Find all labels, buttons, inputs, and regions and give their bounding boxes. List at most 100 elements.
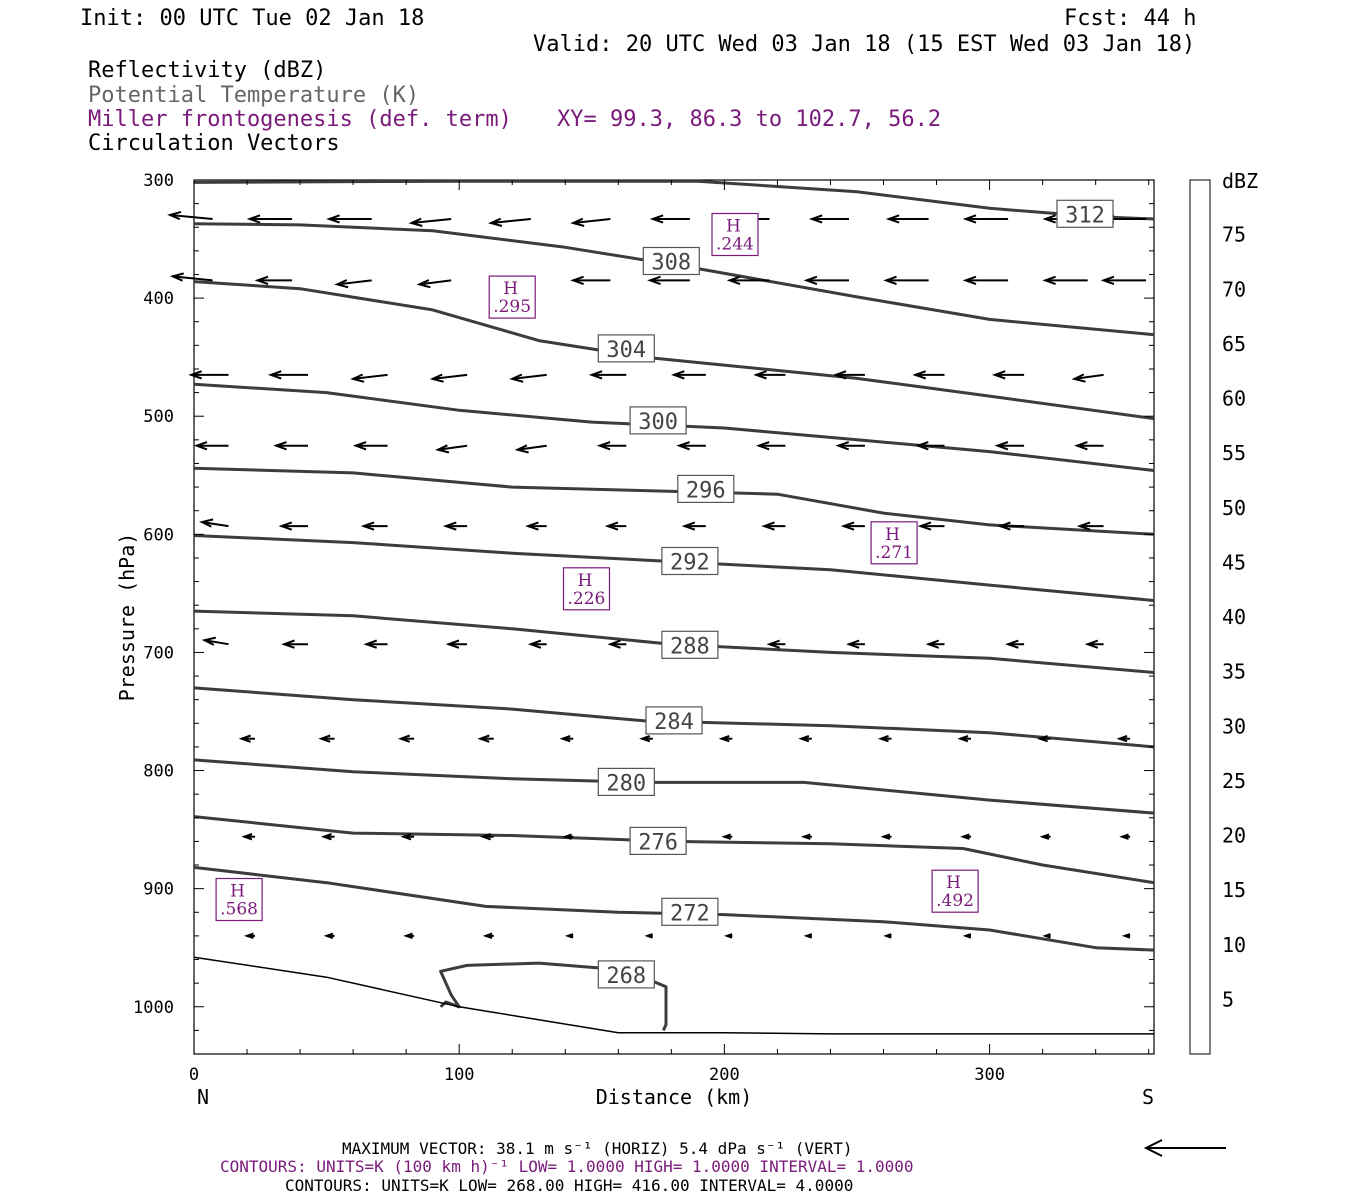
vector-head [429, 373, 444, 383]
vector-head [403, 932, 413, 940]
vector-head [238, 734, 251, 743]
vector-head [639, 735, 651, 743]
label-box [629, 406, 687, 435]
vector-head [334, 279, 349, 289]
vector-head [883, 933, 892, 939]
high-box [711, 212, 759, 257]
vector-head [254, 275, 269, 286]
circulation-vector [588, 370, 627, 380]
contours-note-frontogenesis: CONTOURS: UNITS=K (100 km h)⁻¹ LOW= 1.00… [220, 1157, 914, 1176]
vector-head [281, 639, 295, 649]
circulation-vector [445, 639, 468, 649]
circulation-vector [840, 521, 865, 531]
label-box [677, 474, 735, 503]
vector-head [761, 521, 775, 531]
vector-head [846, 639, 860, 649]
circulation-vector [477, 734, 494, 743]
circulation-vector [962, 933, 972, 939]
circulation-vector [912, 370, 945, 380]
vector-head [880, 833, 891, 840]
theta-contour-312 [193, 179, 1155, 221]
circulation-vector [1119, 833, 1131, 840]
circulation-vector [885, 214, 929, 224]
colorbar-label: 10 [1222, 933, 1246, 957]
vector-head [318, 734, 331, 743]
circulation-vector [564, 933, 574, 939]
init-time: Init: 00 UTC Tue 02 Jan 18 [80, 6, 424, 31]
vector-shaft [490, 218, 531, 224]
label-text: 300 [638, 410, 678, 435]
circulation-vector [649, 214, 690, 224]
circulation-vector [442, 521, 468, 531]
high-letter: H [230, 882, 245, 902]
colorbar-label: 35 [1222, 660, 1246, 684]
vector-head [1084, 639, 1099, 649]
circulation-vector [721, 833, 733, 840]
x-axis-left-end: N [197, 1085, 209, 1109]
circulation-vector [1100, 275, 1146, 286]
vector-shaft [411, 218, 452, 224]
vector-head [994, 441, 1009, 451]
colorbar: 75 70 65 60 55 50 45 40 35 30 25 20 15 10 5 [1189, 179, 1246, 1055]
circulation-vector [488, 217, 531, 227]
vector-head [1071, 373, 1086, 383]
colorbar-title: dBZ [1222, 169, 1258, 193]
vector-shaft [170, 214, 213, 220]
contours-note-theta: CONTOURS: UNITS=K LOW= 268.00 HIGH= 416.… [285, 1176, 853, 1195]
circulation-vector [562, 833, 574, 840]
vector-head [808, 214, 823, 224]
high-box [562, 567, 611, 611]
theta-label-308: 308 [642, 246, 700, 276]
circulation-vector [1036, 735, 1051, 743]
circulation-vector [798, 735, 812, 743]
vector-shaft [352, 373, 388, 380]
label-box [629, 826, 687, 856]
label-text: 292 [670, 551, 710, 576]
vector-head [803, 275, 818, 286]
label-text: 312 [1065, 203, 1105, 228]
vector-head [962, 214, 977, 224]
high-box [215, 877, 263, 922]
label-text: 272 [670, 901, 710, 926]
vector-head [167, 210, 182, 221]
circulation-vector [246, 214, 293, 224]
circulation-vector [509, 373, 547, 383]
circulation-vector [1076, 521, 1104, 531]
label-box [661, 546, 719, 576]
circulation-vector [835, 441, 865, 451]
vector-head [241, 833, 253, 841]
circulation-vector [1039, 833, 1051, 840]
colorbar-label: 45 [1222, 550, 1246, 574]
frontogenesis-high: H.568 [215, 877, 263, 922]
label-text: 276 [638, 830, 678, 855]
vector-shaft [573, 218, 611, 224]
colorbar-label: 75 [1222, 223, 1246, 247]
y-tick-label: 800 [143, 762, 174, 782]
vector-head [925, 639, 940, 649]
field-circulation-vectors: Circulation Vectors [88, 131, 340, 156]
circulation-vector [997, 521, 1025, 531]
vector-shaft [437, 444, 468, 451]
high-box [870, 521, 918, 565]
vector-head [607, 639, 621, 649]
vector-head [570, 275, 584, 286]
y-tick-label: 900 [143, 880, 174, 900]
vector-head [1119, 833, 1129, 840]
field-potential-temperature: Potential Temperature (K) [88, 83, 419, 108]
frontogenesis-high: H.244 [711, 212, 759, 257]
vector-head [647, 275, 661, 286]
vector-head [1042, 933, 1051, 939]
vector-head [1036, 735, 1048, 743]
vector-head [488, 217, 503, 227]
colorbar-label: 70 [1222, 277, 1246, 301]
circulation-vector [238, 734, 255, 743]
circulation-vector [199, 518, 229, 528]
circulation-vector [435, 444, 468, 454]
colorbar-label: 65 [1222, 332, 1246, 356]
circulation-vector [267, 370, 308, 380]
vector-head [649, 214, 664, 224]
vector-head [397, 734, 411, 743]
vector-shaft [337, 279, 372, 286]
circulation-vector [193, 441, 229, 451]
circulation-vector [644, 933, 653, 939]
